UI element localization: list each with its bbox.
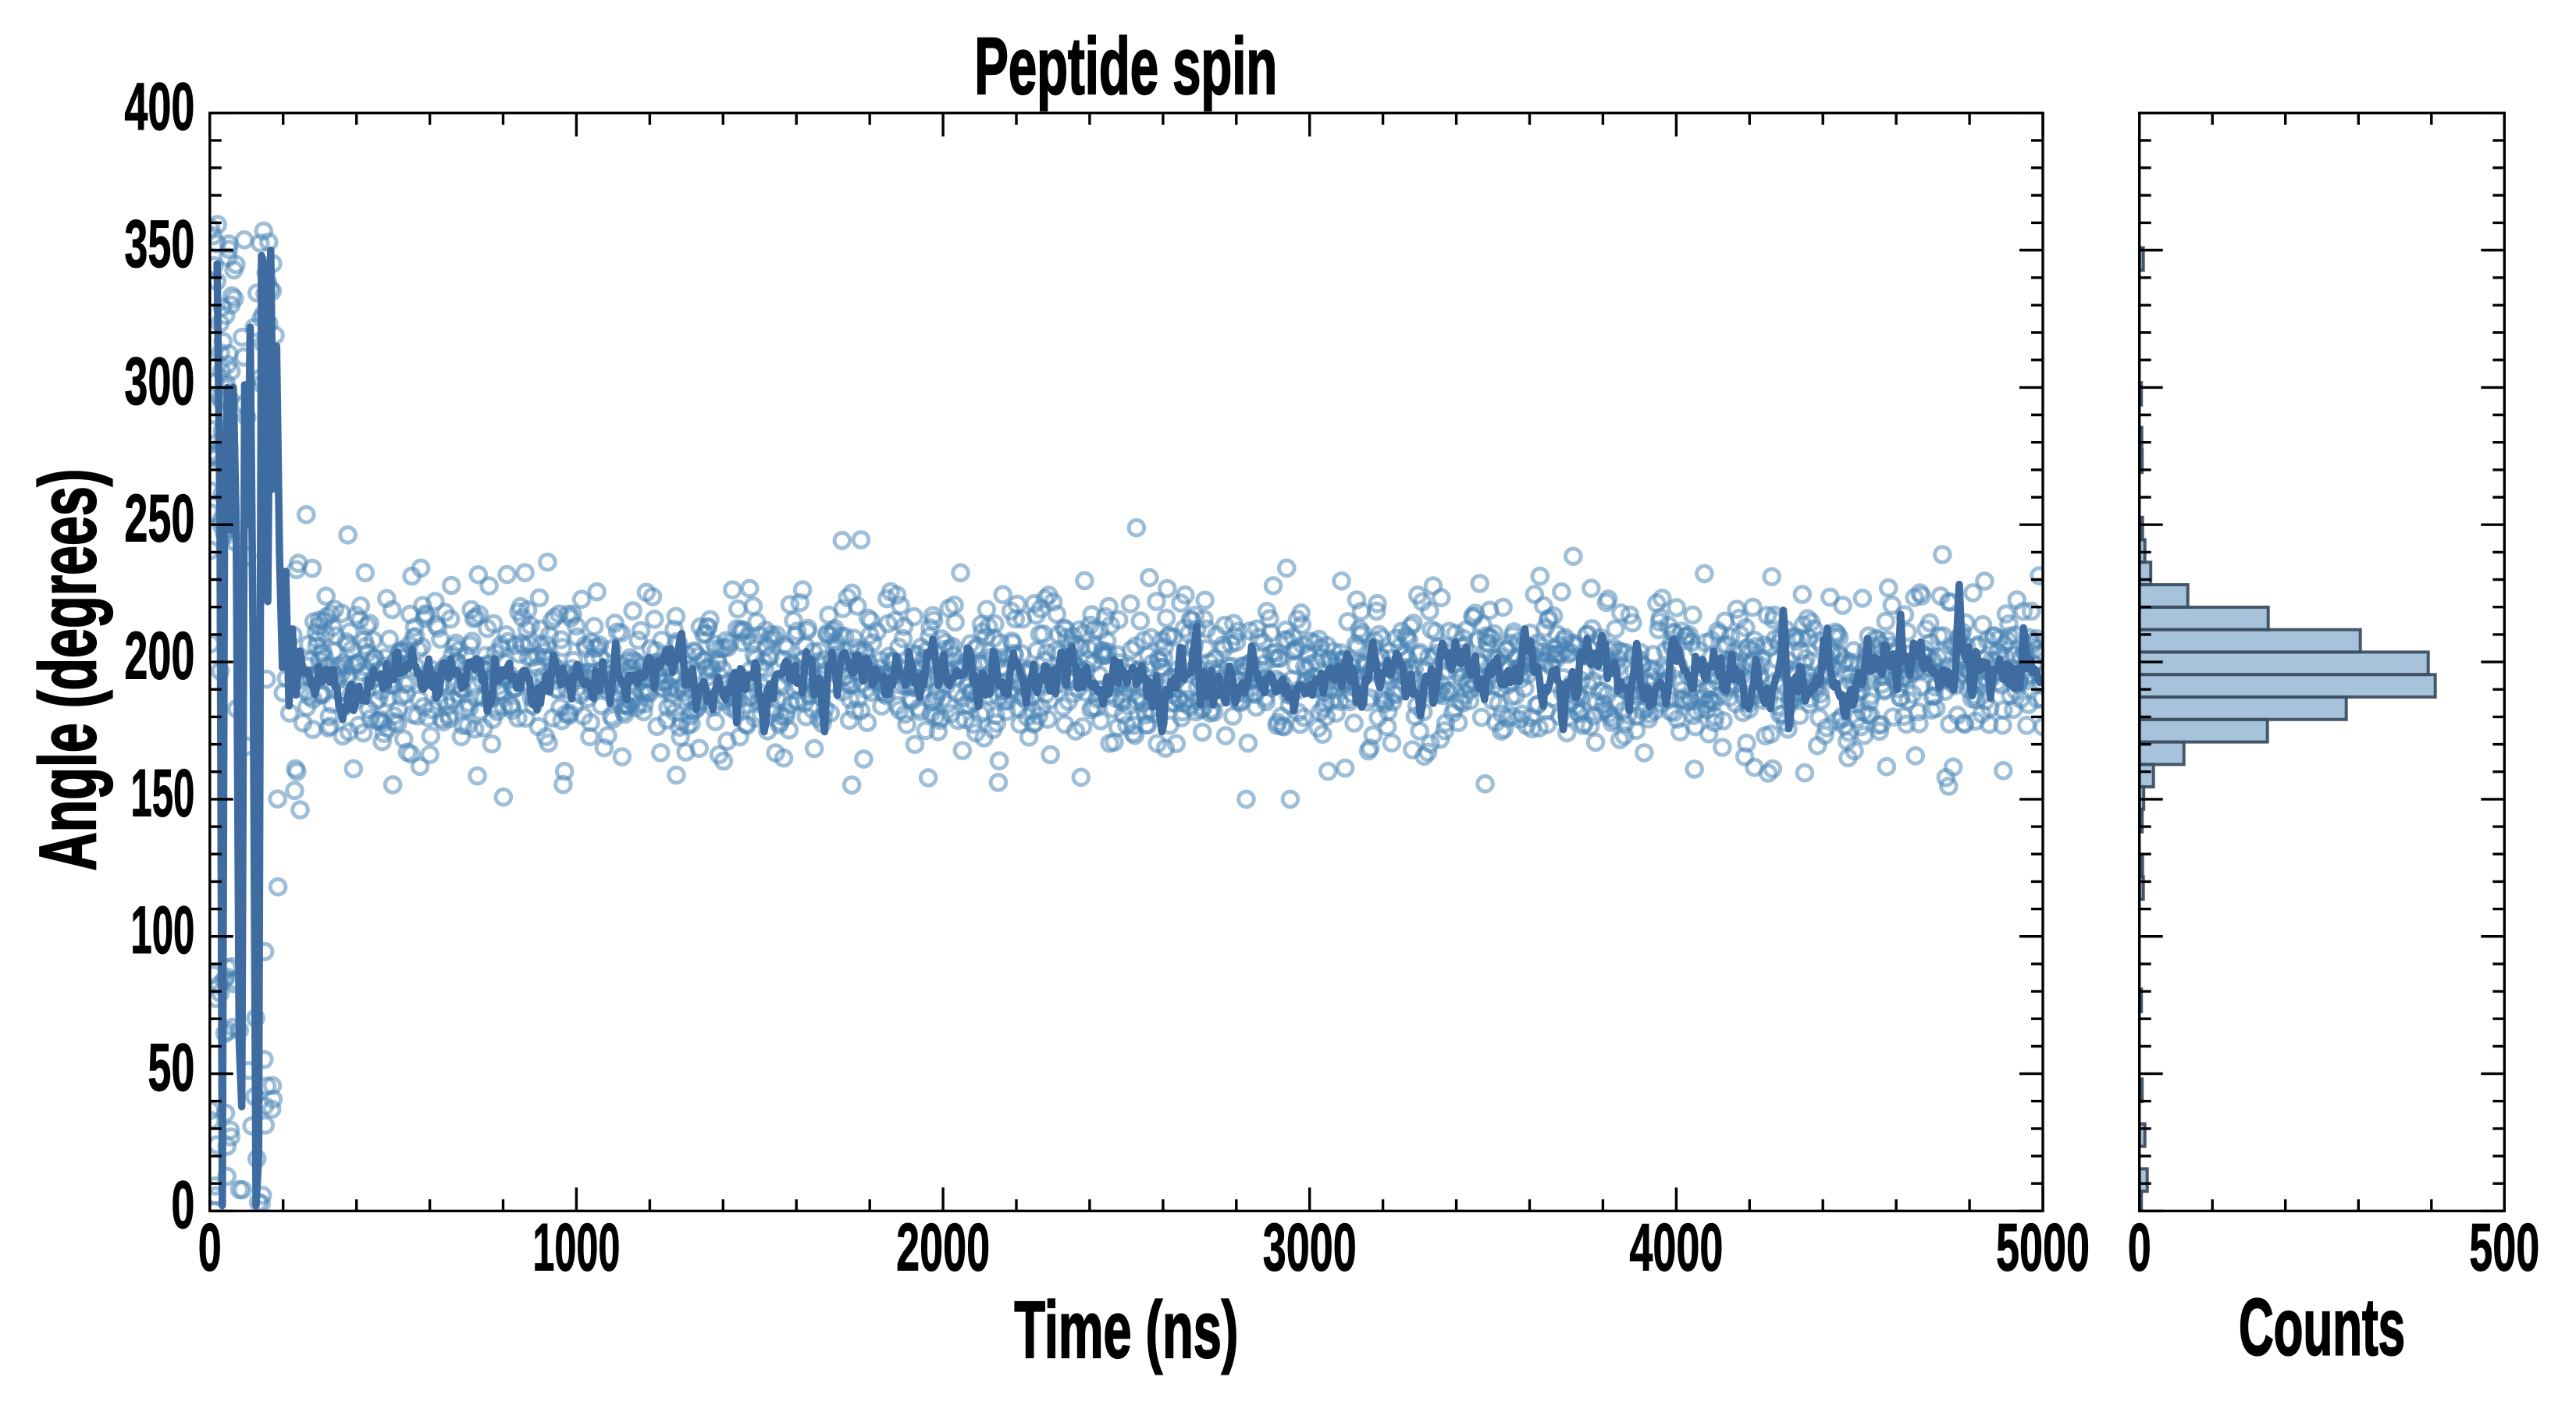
- svg-text:100: 100: [130, 893, 194, 968]
- svg-text:150: 150: [130, 756, 194, 831]
- svg-text:400: 400: [124, 69, 194, 144]
- svg-text:1000: 1000: [532, 1211, 620, 1286]
- svg-text:2000: 2000: [896, 1211, 990, 1286]
- svg-text:0: 0: [2128, 1211, 2151, 1286]
- svg-text:50: 50: [148, 1030, 194, 1105]
- svg-text:Time (ns): Time (ns): [1014, 1285, 1238, 1375]
- svg-text:300: 300: [124, 344, 194, 419]
- svg-text:0: 0: [198, 1211, 222, 1286]
- svg-text:Angle (degrees): Angle (degrees): [23, 469, 112, 871]
- svg-text:4000: 4000: [1629, 1211, 1723, 1286]
- svg-text:350: 350: [124, 207, 194, 282]
- svg-text:250: 250: [124, 482, 194, 557]
- svg-text:3000: 3000: [1263, 1211, 1357, 1286]
- svg-text:500: 500: [2469, 1211, 2539, 1286]
- svg-text:5000: 5000: [1996, 1211, 2090, 1286]
- svg-text:Counts: Counts: [2239, 1282, 2405, 1372]
- svg-text:0: 0: [171, 1168, 194, 1243]
- svg-text:200: 200: [124, 619, 194, 694]
- svg-text:Peptide spin: Peptide spin: [974, 21, 1277, 111]
